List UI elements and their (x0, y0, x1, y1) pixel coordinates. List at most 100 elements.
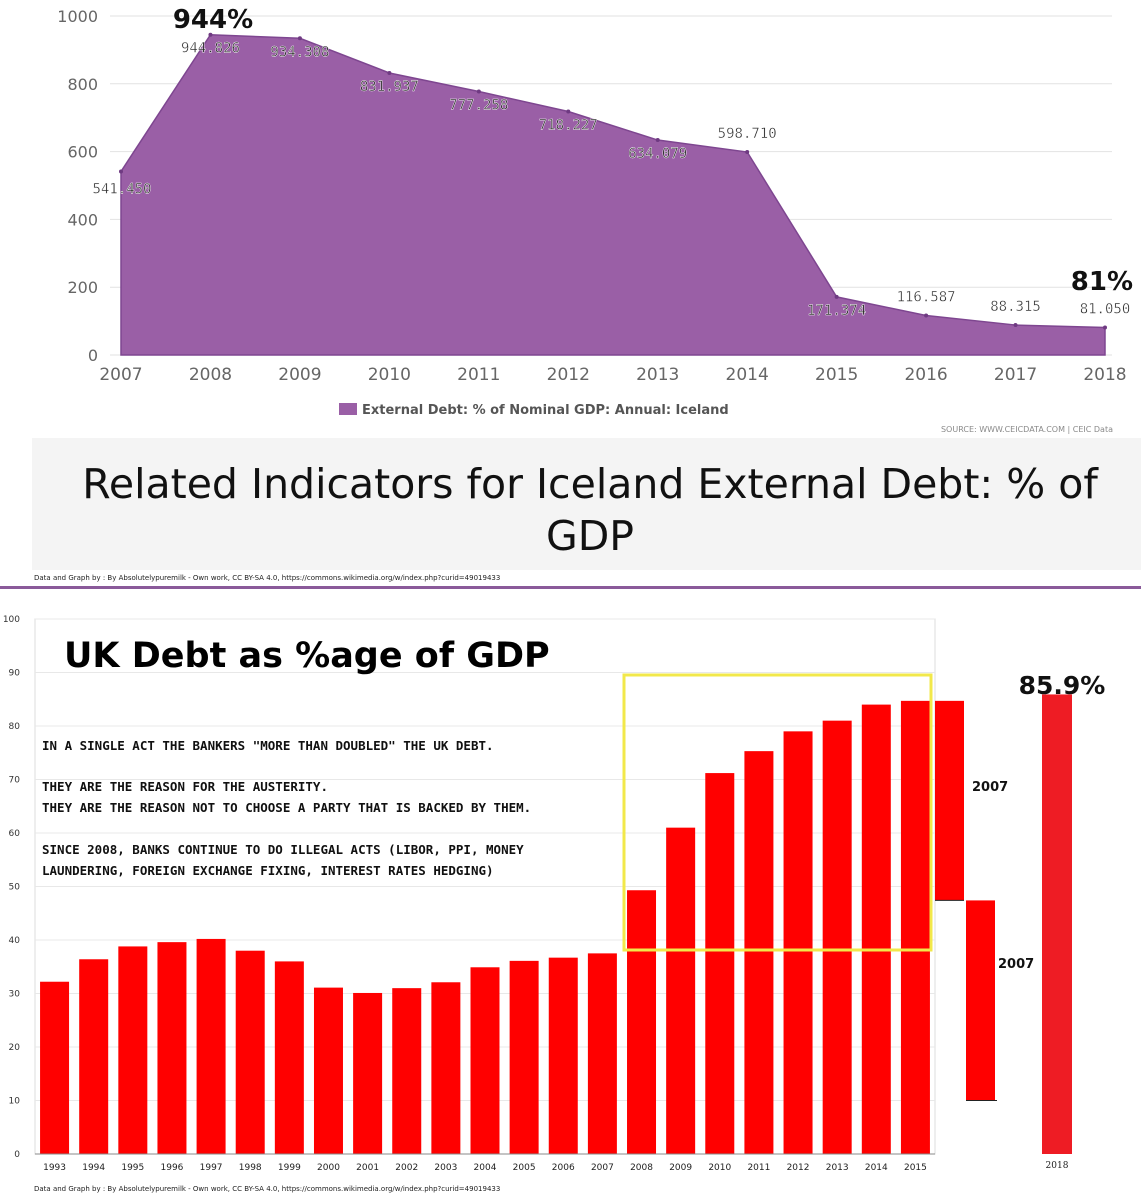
bar-2001 (353, 992, 383, 1154)
bar-2003 (431, 982, 461, 1154)
x-tick-label: 2002 (395, 1163, 418, 1173)
callout-944: 944% (173, 5, 253, 35)
x-tick-label: 1996 (161, 1163, 184, 1173)
x-tick-label: 2008 (189, 365, 232, 385)
y-tick-label: 30 (9, 990, 21, 1000)
x-tick-label: 1997 (200, 1163, 223, 1173)
x-tick-label: 2018 (1083, 365, 1126, 385)
comparison-label-2007-upper: 2007 (972, 780, 1008, 795)
bar-2000 (313, 987, 343, 1154)
bar-2015 (900, 700, 930, 1154)
x-tick-label: 2015 (815, 365, 858, 385)
data-label: 171.374 (807, 303, 866, 319)
comparison-bar-2018 (1042, 694, 1072, 1154)
x-tick-label: 1994 (82, 1163, 105, 1173)
highlight-box-2008-2015 (622, 673, 933, 952)
x-tick-label: 2005 (513, 1163, 536, 1173)
x-tick-label: 2000 (317, 1163, 340, 1173)
bar-2008 (627, 890, 657, 1154)
legend-label: External Debt: % of Nominal GDP: Annual:… (362, 403, 729, 418)
bar-1996 (157, 942, 187, 1154)
data-point (566, 109, 571, 114)
x-tick-label: 2011 (747, 1163, 770, 1173)
x-tick-label: 2012 (787, 1163, 810, 1173)
data-label: 598.710 (718, 126, 777, 142)
divider-line (0, 586, 1141, 589)
y-tick-label: 90 (9, 669, 21, 679)
note-line-2: THEY ARE THE REASON FOR THE AUSTERITY. (42, 779, 328, 794)
x-tick-label: 2008 (630, 1163, 653, 1173)
data-label: 718.227 (539, 118, 598, 134)
bar-2014 (861, 704, 891, 1154)
x-tick-label: 1995 (121, 1163, 144, 1173)
x-tick-label: 2010 (708, 1163, 731, 1173)
legend-swatch (339, 403, 357, 415)
y-tick-label: 600 (67, 143, 98, 162)
bar-2011 (744, 751, 774, 1154)
x-tick-label: 2007 (591, 1163, 614, 1173)
note-line-4: SINCE 2008, BANKS CONTINUE TO DO ILLEGAL… (42, 842, 524, 857)
bar-1995 (118, 946, 148, 1154)
bar-1997 (196, 938, 226, 1154)
x-tick-label: 2001 (356, 1163, 379, 1173)
bar-2004 (470, 967, 500, 1154)
x-tick-label: 2015 (904, 1163, 927, 1173)
data-point (1103, 325, 1107, 330)
y-tick-label: 1000 (57, 7, 98, 26)
x-tick-label: 2009 (669, 1163, 692, 1173)
data-point (1013, 323, 1018, 328)
x-tick-label: 2014 (726, 365, 769, 385)
x-tick-label: 2014 (865, 1163, 888, 1173)
data-point (834, 294, 839, 299)
x-tick-label: 2006 (552, 1163, 575, 1173)
x-tick-label: 2016 (904, 365, 947, 385)
bar-1998 (235, 950, 265, 1154)
x-tick-label: 2004 (474, 1163, 497, 1173)
y-tick-label: 50 (9, 883, 21, 893)
bar-1999 (274, 961, 304, 1154)
y-tick-label: 800 (67, 75, 98, 94)
bar-2009 (666, 827, 696, 1154)
bar-2012 (783, 731, 813, 1154)
x-tick-label: 2009 (278, 365, 321, 385)
note-line-5: LAUNDERING, FOREIGN EXCHANGE FIXING, INT… (42, 863, 494, 878)
x-tick-label: 1998 (239, 1163, 262, 1173)
x-tick-label: 2013 (826, 1163, 849, 1173)
comparison-bar-lower (966, 900, 995, 1101)
data-label: 541.450 (92, 181, 151, 197)
data-label: 777.258 (449, 98, 508, 114)
data-label: 944.826 (181, 41, 240, 57)
iceland-external-debt-chart: 541.450 944.826 934.308 831.937 777.258 718.2… (57, 5, 1133, 434)
data-label: 116.587 (897, 289, 956, 305)
x-tick-label: 2010 (368, 365, 411, 385)
x-tick-label: 1999 (278, 1163, 301, 1173)
data-point (297, 36, 302, 41)
y-tick-label: 0 (88, 346, 98, 365)
comparison-label-2018: 2018 (1046, 1161, 1069, 1171)
note-line-1: IN A SINGLE ACT THE BANKERS "MORE THAN D… (42, 738, 494, 753)
callout-81: 81% (1071, 267, 1133, 297)
credit-bottom: Data and Graph by : By Absolutelypuremil… (34, 1185, 501, 1193)
data-point (476, 89, 481, 94)
x-tick-label: 2011 (457, 365, 500, 385)
data-label: 81.050 (1080, 302, 1131, 318)
bar-1993 (40, 981, 70, 1154)
x-tick-label: 2003 (434, 1163, 457, 1173)
y-tick-label: 10 (9, 1097, 21, 1107)
y-tick-label: 100 (3, 615, 20, 625)
bar-1994 (79, 959, 109, 1154)
bar-2002 (392, 988, 422, 1154)
y-tick-label: 70 (9, 776, 21, 786)
comparison-bar-upper (935, 700, 964, 901)
x-tick-label: 1993 (43, 1163, 66, 1173)
data-label: 634.079 (628, 146, 687, 162)
comparison-label-2007-lower: 2007 (998, 957, 1034, 972)
uk-chart-title: UK Debt as %age of GDP (64, 636, 550, 676)
related-indicators-title: Related Indicators for Iceland External … (82, 460, 1098, 560)
y-tick-label: 40 (9, 936, 21, 946)
x-tick-label: 2013 (636, 365, 679, 385)
note-line-3: THEY ARE THE REASON NOT TO CHOOSE A PART… (42, 800, 532, 815)
bar-2010 (705, 773, 735, 1154)
y-tick-label: 80 (9, 722, 21, 732)
